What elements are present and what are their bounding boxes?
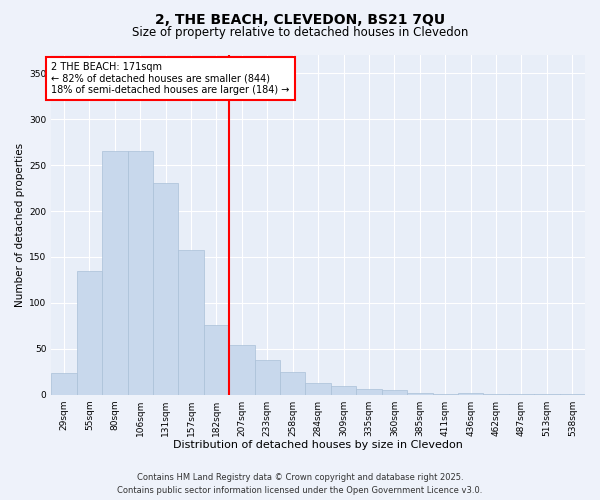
Bar [128,152,153,394]
Bar [331,386,356,394]
Bar [204,325,229,394]
Bar [229,345,254,395]
Bar [356,389,382,394]
Text: Size of property relative to detached houses in Clevedon: Size of property relative to detached ho… [132,26,468,39]
Bar [458,393,484,394]
Text: 2, THE BEACH, CLEVEDON, BS21 7QU: 2, THE BEACH, CLEVEDON, BS21 7QU [155,12,445,26]
Bar [305,382,331,394]
Text: 2 THE BEACH: 171sqm
← 82% of detached houses are smaller (844)
18% of semi-detac: 2 THE BEACH: 171sqm ← 82% of detached ho… [51,62,290,95]
Bar [254,360,280,394]
Bar [77,270,102,394]
Bar [178,250,204,394]
Bar [407,393,433,394]
Text: Contains HM Land Registry data © Crown copyright and database right 2025.
Contai: Contains HM Land Registry data © Crown c… [118,474,482,495]
Bar [280,372,305,394]
Y-axis label: Number of detached properties: Number of detached properties [15,142,25,307]
X-axis label: Distribution of detached houses by size in Clevedon: Distribution of detached houses by size … [173,440,463,450]
Bar [153,184,178,394]
Bar [382,390,407,394]
Bar [51,374,77,394]
Bar [102,152,128,394]
